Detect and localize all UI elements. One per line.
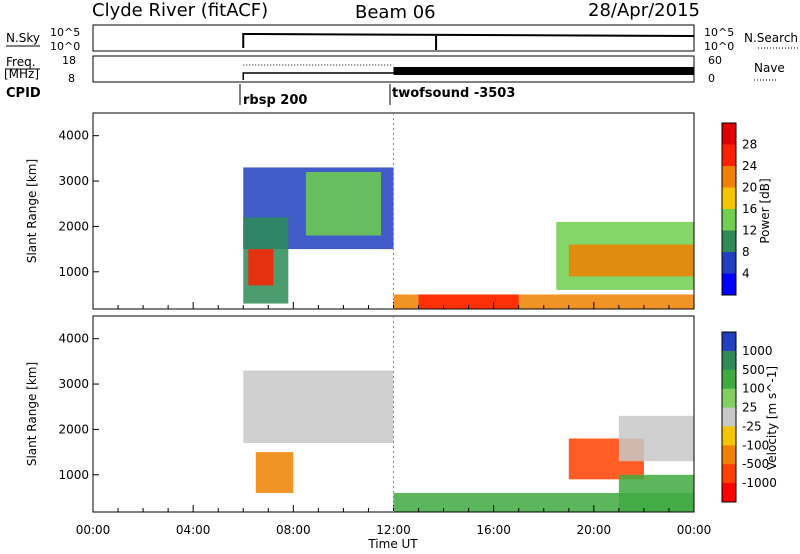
- velocity-xtick-label-0: 00:00: [76, 523, 111, 537]
- cpid-label: CPID: [6, 86, 41, 101]
- velocity-region-4: [618, 415, 694, 462]
- velocity-colorbar-swatch-5: [722, 426, 736, 446]
- power-colorbar-tick-5: 24: [742, 159, 757, 173]
- power-ytick-label-1: 2000: [58, 219, 89, 233]
- nave-label: Nave: [754, 61, 785, 75]
- freq-line-b: [393, 67, 694, 75]
- velocity-colorbar-frame: [721, 331, 737, 503]
- nsky-panel: [92, 24, 695, 52]
- velocity-ytick-label-1: 2000: [58, 422, 89, 436]
- nsearch-tick-high: 10^5: [704, 26, 734, 39]
- velocity-ylabel: Slant Range [km]: [25, 362, 39, 466]
- power-ylabel: Slant Range [km]: [25, 159, 39, 263]
- power-colorbar-frame: [721, 122, 737, 296]
- time-axis-label: Time UT: [367, 537, 418, 551]
- velocity-xtick-label-6: 00:00: [677, 523, 712, 537]
- date-title: 28/Apr/2015: [588, 0, 700, 21]
- nave-tick-low: 0: [708, 72, 715, 85]
- velocity-ytick-label-2: 3000: [58, 377, 89, 391]
- velocity-colorbar-tick-5: -100: [742, 438, 769, 452]
- velocity-colorbar-tick-2: 100: [742, 382, 765, 396]
- power-colorbar-tick-2: 12: [742, 224, 757, 238]
- freq-trace: [242, 64, 694, 80]
- freq-label-2: [MHz]: [4, 67, 39, 81]
- nsky-tick-low: 10^0: [50, 40, 80, 53]
- power-heatmap: [243, 167, 694, 309]
- velocity-xtick-label-3: 12:00: [376, 523, 411, 537]
- velocity-region-0: [243, 370, 394, 444]
- power-colorbar: 4 8 12 16 20 24 28: [721, 122, 757, 296]
- nsearch-tick-low: 10^0: [704, 40, 734, 53]
- velocity-xtick-label-4: 16:00: [476, 523, 511, 537]
- velocity-colorbar: 1000 500 100 25 -25 -100 -500 -1000: [721, 331, 777, 503]
- power-ytick-label-3: 4000: [58, 129, 89, 143]
- power-region-7: [568, 244, 694, 277]
- power-ytick-label-2: 3000: [58, 174, 89, 188]
- velocity-region-5: [618, 474, 694, 512]
- power-region-2: [248, 249, 274, 286]
- velocity-colorbar-tick-1: 500: [742, 363, 765, 377]
- power-colorbar-swatch-2: [722, 166, 736, 188]
- station-title: Clyde River (fitACF): [92, 0, 268, 21]
- nsky-label: N.Sky: [6, 31, 40, 45]
- freq-line-a: [242, 72, 394, 80]
- freq-tick-low: 8: [68, 72, 75, 85]
- velocity-colorbar-tick-6: -500: [742, 457, 769, 471]
- power-colorbar-tick-0: 4: [742, 267, 750, 281]
- nsky-trace: [242, 32, 695, 50]
- power-colorbar-swatch-4: [722, 209, 736, 231]
- velocity-colorbar-swatch-2: [722, 369, 736, 390]
- velocity-colorbar-tick-4: -25: [742, 419, 762, 433]
- beam-title: Beam 06: [355, 2, 436, 23]
- velocity-colorbar-tick-7: -1000: [742, 476, 777, 490]
- velocity-colorbar-swatch-6: [722, 445, 736, 465]
- power-yticks: 1000 2000 3000 4000: [58, 113, 695, 309]
- velocity-colorbar-tick-0: 1000: [742, 344, 773, 358]
- nsearch-label: N.Search: [744, 31, 798, 45]
- power-colorbar-label: Power [dB]: [758, 178, 772, 243]
- power-colorbar-swatch-5: [722, 230, 736, 253]
- nsky-tick-high: 10^5: [50, 26, 80, 39]
- velocity-region-1: [255, 452, 294, 493]
- cpid-rbsp: rbsp 200: [243, 93, 307, 108]
- power-colorbar-tick-3: 16: [742, 202, 757, 216]
- velocity-colorbar-swatch-3: [722, 388, 736, 409]
- power-region-3: [305, 171, 381, 236]
- velocity-xtick-label-2: 08:00: [276, 523, 311, 537]
- cpid-twofsound: twofsound -3503: [392, 86, 515, 101]
- velocity-colorbar-label: Velocity [m s^-1]: [765, 366, 779, 470]
- power-ytick-label-0: 1000: [58, 265, 89, 279]
- freq-label-1: Freq.: [6, 55, 36, 69]
- velocity-heatmap: [243, 370, 694, 512]
- power-colorbar-tick-1: 8: [742, 245, 750, 259]
- velocity-xtick-label-5: 20:00: [577, 523, 612, 537]
- velocity-colorbar-swatch-0: [722, 332, 736, 352]
- velocity-colorbar-swatch-4: [722, 407, 736, 427]
- velocity-colorbar-swatch-8: [722, 483, 736, 503]
- nsky-line: [242, 32, 695, 48]
- power-colorbar-swatch-7: [722, 273, 736, 296]
- velocity-colorbar-tick-3: 25: [742, 401, 757, 415]
- freq-tick-high: 18: [62, 54, 76, 67]
- velocity-ytick-label-3: 4000: [58, 332, 89, 346]
- nave-tick-high: 60: [708, 54, 722, 67]
- velocity-colorbar-swatch-7: [722, 464, 736, 484]
- velocity-yticks: 1000 2000 3000 4000: [58, 316, 695, 512]
- velocity-colorbar-swatch-1: [722, 350, 736, 371]
- velocity-ytick-label-0: 1000: [58, 468, 89, 482]
- power-colorbar-tick-4: 20: [742, 181, 757, 195]
- power-colorbar-swatch-6: [722, 252, 736, 274]
- power-colorbar-tick-6: 28: [742, 138, 757, 152]
- velocity-xticks: 00:00 04:00 08:00 12:00 16:00 20:00 00:00: [76, 523, 712, 537]
- power-colorbar-swatch-3: [722, 187, 736, 210]
- power-colorbar-swatch-0: [722, 123, 736, 145]
- power-colorbar-swatch-1: [722, 144, 736, 167]
- velocity-xtick-label-1: 04:00: [176, 523, 211, 537]
